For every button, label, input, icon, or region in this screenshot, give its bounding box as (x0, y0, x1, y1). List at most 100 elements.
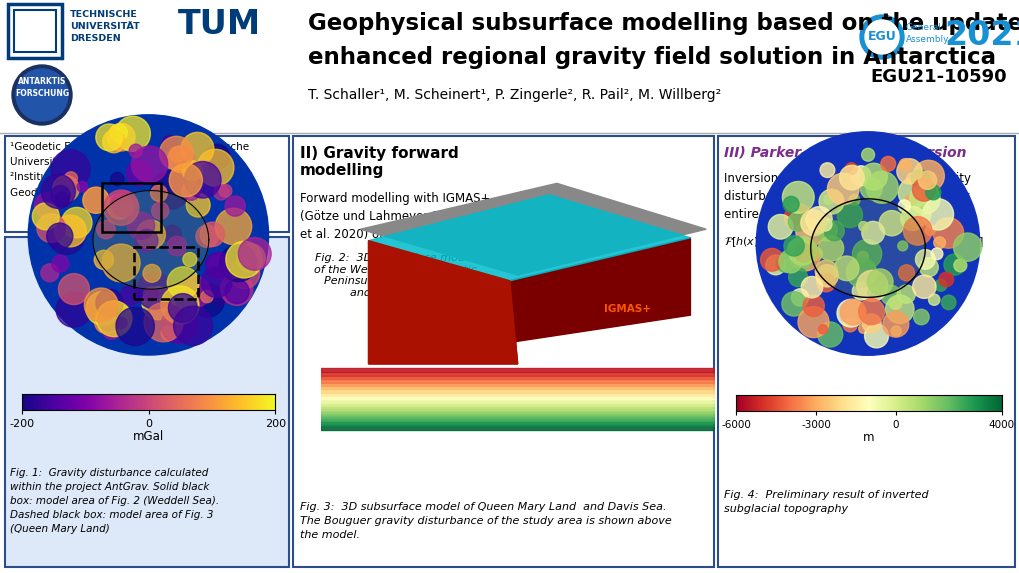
Polygon shape (368, 241, 517, 364)
Circle shape (896, 159, 921, 184)
Circle shape (846, 257, 875, 288)
Circle shape (900, 206, 924, 230)
Circle shape (816, 273, 835, 292)
Circle shape (167, 267, 199, 299)
Circle shape (142, 287, 174, 320)
Circle shape (903, 217, 931, 245)
Circle shape (144, 303, 183, 342)
Circle shape (817, 325, 826, 334)
Text: III) Parker-Oldenburg Inversion: III) Parker-Oldenburg Inversion (723, 146, 966, 160)
Circle shape (169, 164, 202, 197)
Bar (292, 136, 713, 567)
Circle shape (932, 218, 963, 248)
Text: $\mathcal{F}[h(x)] = -\dfrac{\mathcal{F}[\Delta g(x)]e^{|k|z_0}}{2\pi G\rho} - \: $\mathcal{F}[h(x)] = -\dfrac{\mathcal{F}… (723, 224, 983, 258)
Text: UNIVERSITÄT: UNIVERSITÄT (70, 22, 140, 31)
Circle shape (910, 170, 929, 189)
Circle shape (783, 197, 798, 212)
Circle shape (236, 244, 265, 272)
Circle shape (787, 239, 808, 260)
Bar (5, 237, 288, 567)
Circle shape (775, 254, 794, 272)
Circle shape (891, 326, 901, 336)
Circle shape (115, 116, 150, 151)
Circle shape (191, 283, 224, 317)
Circle shape (83, 187, 109, 213)
Circle shape (880, 285, 900, 305)
Circle shape (917, 171, 935, 190)
Circle shape (837, 202, 862, 227)
Circle shape (219, 245, 257, 282)
X-axis label: m: m (862, 431, 874, 444)
Circle shape (136, 229, 158, 252)
Circle shape (878, 210, 904, 236)
Circle shape (858, 299, 883, 325)
Circle shape (33, 203, 59, 230)
Circle shape (834, 256, 858, 281)
Circle shape (167, 146, 194, 172)
Circle shape (85, 288, 118, 321)
Circle shape (852, 282, 869, 300)
Circle shape (915, 250, 934, 269)
Circle shape (953, 233, 981, 261)
Circle shape (897, 241, 907, 251)
Circle shape (782, 292, 805, 316)
Circle shape (214, 185, 228, 200)
Circle shape (205, 144, 229, 169)
Circle shape (51, 150, 90, 189)
Circle shape (187, 179, 199, 191)
Text: Fig. 3:  3D subsurface model of Queen Mary Land  and Davis Sea.
The Bouguer grav: Fig. 3: 3D subsurface model of Queen Mar… (300, 502, 672, 540)
Circle shape (953, 259, 966, 272)
Circle shape (858, 324, 867, 333)
Circle shape (865, 171, 898, 203)
Circle shape (12, 65, 72, 125)
Polygon shape (361, 183, 705, 275)
Circle shape (96, 289, 123, 316)
Circle shape (41, 174, 75, 209)
Circle shape (927, 294, 938, 305)
Circle shape (98, 308, 120, 331)
Circle shape (788, 268, 807, 286)
Circle shape (201, 267, 231, 297)
Circle shape (51, 186, 70, 205)
Circle shape (932, 237, 945, 249)
Text: enhanced regional gravity field solution in Antarctica: enhanced regional gravity field solution… (308, 46, 995, 69)
Circle shape (839, 165, 863, 190)
Circle shape (788, 212, 807, 231)
Circle shape (178, 276, 210, 308)
Circle shape (56, 292, 92, 327)
Circle shape (162, 136, 177, 151)
Circle shape (64, 172, 77, 185)
Circle shape (41, 264, 59, 282)
Circle shape (151, 185, 167, 202)
Circle shape (818, 189, 843, 214)
Circle shape (943, 254, 964, 275)
Circle shape (110, 172, 123, 186)
Circle shape (938, 272, 953, 286)
Circle shape (104, 304, 131, 332)
Polygon shape (810, 199, 924, 297)
Circle shape (120, 285, 141, 305)
Text: ¹Geodetic Earth System Research, Technische
Universität Dresden
²Institute  of  : ¹Geodetic Earth System Research, Technis… (10, 142, 249, 198)
Circle shape (815, 265, 838, 287)
Circle shape (196, 225, 218, 248)
Polygon shape (368, 238, 690, 364)
Circle shape (898, 159, 911, 171)
Circle shape (144, 286, 158, 302)
Circle shape (797, 307, 828, 337)
Circle shape (103, 130, 125, 153)
Circle shape (788, 237, 816, 265)
Polygon shape (368, 195, 690, 281)
Circle shape (184, 162, 221, 198)
Circle shape (225, 196, 246, 216)
Circle shape (782, 182, 813, 213)
Circle shape (215, 208, 252, 245)
Circle shape (805, 207, 832, 233)
Bar (717, 136, 1014, 567)
Circle shape (767, 214, 792, 239)
Circle shape (859, 15, 903, 59)
Circle shape (779, 250, 801, 273)
Circle shape (864, 20, 898, 54)
Text: Assembly: Assembly (905, 36, 949, 45)
Circle shape (238, 237, 271, 270)
Circle shape (880, 156, 895, 171)
